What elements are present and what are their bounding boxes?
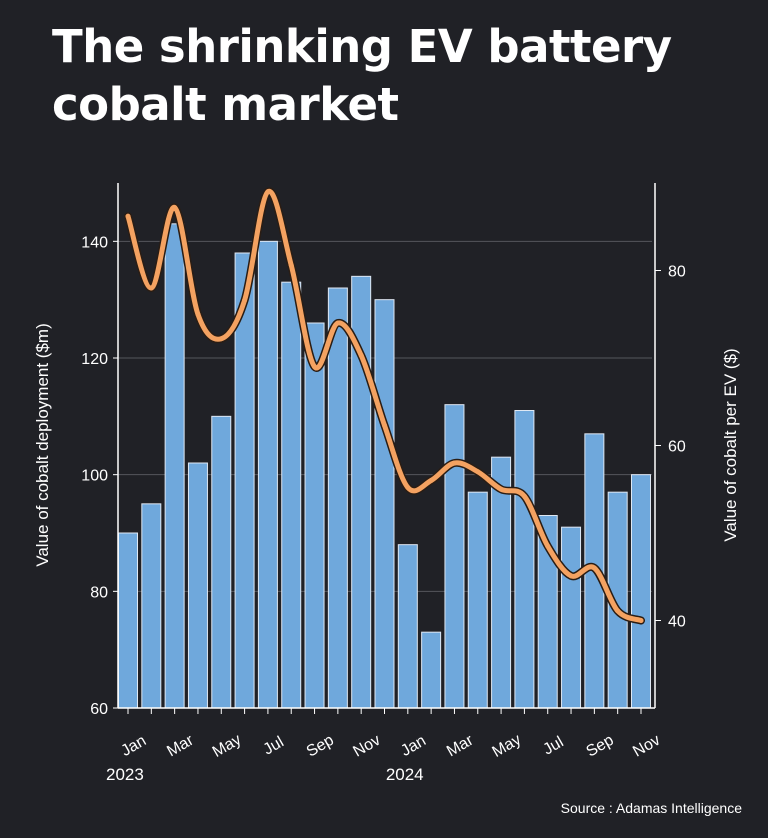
- line-point-may-2024: [498, 486, 504, 492]
- bar-jan-2023: [118, 532, 138, 709]
- line-point-may-2023: [218, 336, 224, 342]
- x-tick-label: Jan: [118, 732, 149, 760]
- x-tick-label: Jan: [398, 732, 429, 760]
- line-point-nov-2024: [638, 618, 644, 623]
- x-tick-label: Sep: [304, 732, 337, 761]
- x-tick-label: Jul: [540, 734, 566, 759]
- y-right-tick-label: 40: [668, 614, 686, 631]
- line-point-jan-2023: [125, 213, 131, 219]
- line-point-feb-2024: [428, 478, 434, 483]
- x-tick-label: Sep: [584, 732, 617, 761]
- x-tick-label: May: [210, 731, 245, 761]
- y-right-tick-label: 80: [668, 264, 686, 281]
- bar-jul-2023: [257, 240, 278, 709]
- x-tick-label: Mar: [164, 732, 197, 761]
- x-year-label: 2024: [386, 765, 424, 784]
- line-point-feb-2023: [148, 285, 154, 291]
- bars: [118, 223, 651, 709]
- x-tick-label: Jul: [261, 734, 287, 759]
- bar-may-2023: [211, 415, 232, 709]
- y-left-tick-label: 80: [90, 584, 108, 601]
- x-tick-label: May: [489, 731, 524, 761]
- y-left-tick-label: 140: [81, 234, 108, 251]
- bar-jan-2024: [397, 544, 418, 709]
- line-point-oct-2024: [615, 608, 621, 614]
- bar-aug-2023: [281, 281, 302, 709]
- bar-feb-2023: [141, 503, 162, 709]
- y-left-tick-label: 120: [81, 351, 108, 368]
- line-point-sep-2023: [312, 364, 318, 370]
- source-note: Source : Adamas Intelligence: [560, 800, 742, 816]
- bar-may-2024: [491, 456, 512, 709]
- x-year-label: 2023: [106, 765, 144, 784]
- y-left-tick-label: 60: [90, 701, 108, 718]
- line-point-dec-2023: [382, 422, 387, 428]
- y-left-tick-label: 100: [81, 468, 108, 485]
- bar-feb-2024: [421, 631, 442, 709]
- line-point-nov-2023: [358, 352, 364, 358]
- line-point-oct-2023: [335, 320, 341, 326]
- x-tick-label: Nov: [630, 732, 663, 761]
- bar-apr-2023: [187, 462, 208, 709]
- bar-mar-2023: [164, 223, 185, 709]
- bar-sep-2023: [304, 322, 325, 709]
- y-axis-right-label: Value of cobalt per EV ($): [721, 348, 740, 541]
- chart-title: The shrinking EV battery cobalt market: [52, 20, 672, 131]
- line-point-aug-2024: [568, 573, 574, 579]
- line-point-jun-2023: [242, 297, 248, 303]
- bar-apr-2024: [467, 491, 488, 709]
- line-point-jul-2023: [265, 189, 271, 195]
- line-series: [124, 187, 645, 625]
- y-axis-left-label: Value of cobalt deployment ($m): [33, 323, 52, 566]
- bar-aug-2024: [561, 526, 582, 709]
- line-point-jun-2024: [521, 493, 527, 499]
- line-point-aug-2023: [288, 262, 294, 268]
- bar-oct-2023: [327, 287, 348, 709]
- line-point-sep-2024: [591, 565, 597, 571]
- line-point-mar-2023: [172, 205, 178, 210]
- y-right-tick-label: 60: [668, 439, 686, 456]
- x-tick-label: Nov: [350, 732, 383, 761]
- bar-mar-2024: [444, 404, 465, 709]
- x-tick-label: Mar: [444, 732, 477, 761]
- bar-nov-2024: [631, 474, 651, 709]
- line-point-mar-2024: [451, 460, 457, 466]
- line-point-apr-2023: [195, 311, 201, 317]
- line-point-apr-2024: [475, 469, 481, 475]
- bar-jun-2024: [514, 410, 535, 709]
- line-point-jan-2024: [405, 485, 411, 490]
- bar-dec-2023: [374, 299, 395, 709]
- line-point-jul-2024: [545, 543, 551, 549]
